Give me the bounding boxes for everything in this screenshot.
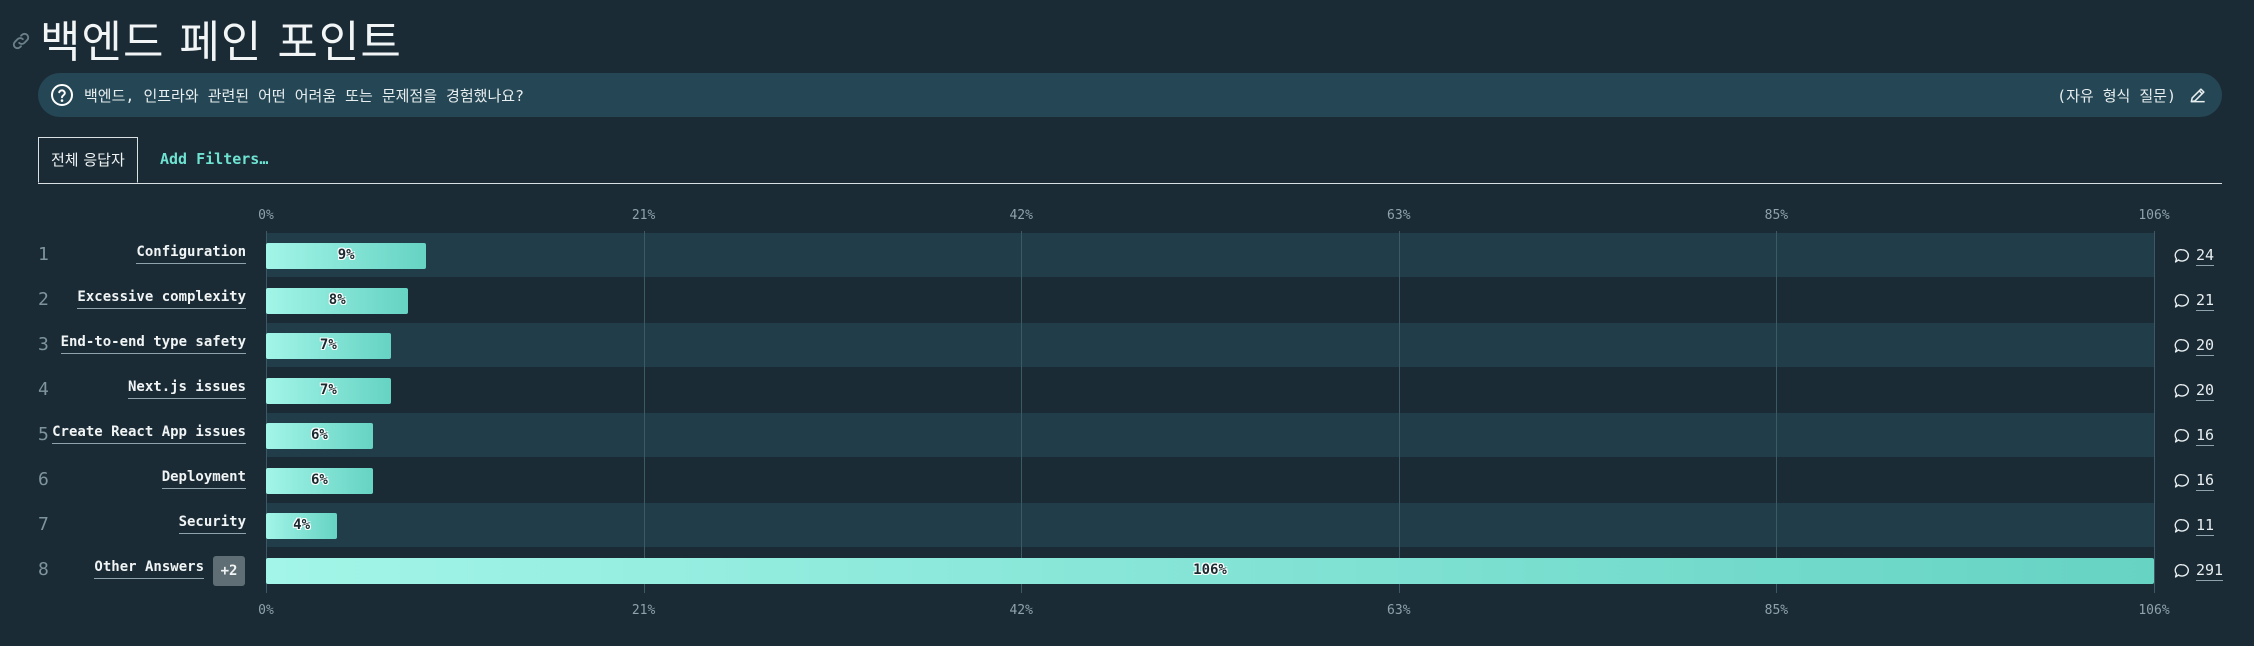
bar (266, 377, 391, 404)
row-rank: 4 (38, 378, 49, 400)
x-tick-label: 21% (631, 208, 656, 223)
x-tick-label: 0% (258, 603, 274, 618)
grid-line (643, 231, 645, 593)
x-tick-label: 85% (1764, 603, 1789, 618)
bar (266, 557, 2154, 584)
pencil-icon[interactable] (2188, 85, 2208, 105)
comment-icon (2174, 248, 2189, 263)
x-tick-label: 0% (258, 208, 274, 223)
link-icon[interactable] (10, 30, 32, 52)
x-tick-label: 85% (1764, 208, 1789, 223)
question-bar: 백엔드, 인프라와 관련된 어떤 어려움 또는 문제점을 경험했나요? (자유 … (38, 73, 2222, 117)
comment-count-value: 16 (2196, 470, 2215, 491)
row-rank: 3 (38, 333, 49, 355)
bar (266, 512, 338, 539)
comment-icon (2174, 428, 2189, 443)
row-rank: 7 (38, 513, 49, 535)
x-tick-label: 42% (1009, 603, 1033, 618)
bar-value-label: 7% (319, 336, 337, 353)
bar-value-label: 7% (319, 381, 337, 398)
row-label[interactable]: Other Answers (94, 559, 204, 579)
filter-tabs: 전체 응답자 Add Filters… (38, 137, 2222, 184)
comment-icon (2174, 293, 2189, 308)
comment-icon (2174, 518, 2189, 533)
bar (266, 422, 373, 449)
bar-value-label: 6% (310, 426, 328, 443)
bar-value-label: 8% (328, 291, 346, 308)
bar (266, 242, 427, 269)
row-band (266, 503, 2154, 547)
question-type: (자유 형식 질문) (2057, 87, 2176, 105)
grid-line (1398, 231, 1400, 593)
comment-icon (2174, 563, 2189, 578)
bar-value-label: 106% (1193, 561, 1227, 578)
x-tick-label: 106% (2138, 603, 2170, 618)
x-tick-label: 63% (1387, 603, 1411, 618)
comment-icon (2174, 473, 2189, 488)
row-rank: 5 (38, 423, 49, 445)
grid-line (2154, 231, 2155, 593)
row-rank: 1 (38, 243, 49, 265)
x-tick-label: 63% (1387, 208, 1411, 223)
row-label[interactable]: Configuration (136, 244, 246, 264)
x-tick-label: 42% (1009, 208, 1033, 223)
comment-count-value: 20 (2196, 380, 2215, 401)
comment-count-value: 24 (2196, 245, 2215, 266)
bar (266, 467, 373, 494)
row-label[interactable]: End-to-end type safety (60, 334, 246, 354)
bar-value-label: 6% (310, 471, 328, 488)
row-label[interactable]: Create React App issues (52, 424, 246, 444)
question-text: 백엔드, 인프라와 관련된 어떤 어려움 또는 문제점을 경험했나요? (84, 87, 525, 105)
grid-line (266, 231, 267, 593)
bar (266, 287, 409, 314)
row-band (266, 233, 2154, 277)
comment-icon (2174, 338, 2189, 353)
row-band (266, 278, 2154, 322)
x-tick-label: 21% (631, 603, 656, 618)
row-rank: 2 (38, 288, 49, 310)
row-band (266, 413, 2154, 457)
comment-icon (2174, 383, 2189, 398)
comment-count-value: 16 (2196, 425, 2215, 446)
row-label[interactable]: Excessive complexity (77, 289, 246, 309)
row-label[interactable]: Security (178, 514, 246, 534)
comment-count-value: 11 (2196, 515, 2215, 536)
grid-line (1776, 231, 1778, 593)
bar (266, 332, 391, 359)
comment-count-value: 21 (2196, 290, 2215, 311)
grid-line (1021, 231, 1023, 593)
add-filters-button[interactable]: Add Filters… (160, 150, 269, 168)
comment-count-value: 20 (2196, 335, 2215, 356)
row-band (266, 458, 2154, 502)
row-rank: 6 (38, 468, 49, 490)
row-label[interactable]: Next.js issues (127, 379, 246, 399)
row-band (266, 323, 2154, 367)
x-tick-label: 106% (2138, 208, 2170, 223)
page-title: 백엔드 페인 포인트 (40, 17, 402, 68)
comment-count-value: 291 (2196, 560, 2224, 581)
more-answers-badge[interactable]: +2 (213, 555, 245, 586)
row-band (266, 368, 2154, 412)
bar-value-label: 9% (337, 246, 355, 263)
row-label[interactable]: Deployment (161, 469, 246, 489)
question-icon (51, 84, 73, 106)
tab-all-respondents[interactable]: 전체 응답자 (38, 137, 138, 183)
bar-value-label: 4% (293, 516, 311, 533)
row-rank: 8 (38, 558, 49, 580)
